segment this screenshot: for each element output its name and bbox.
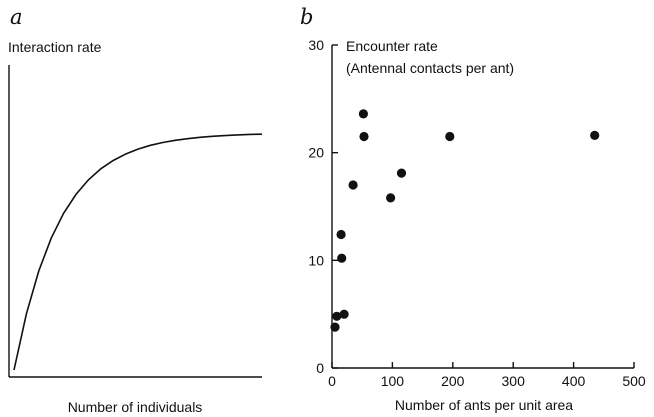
panel-b: b Encounter rate (Antennal contacts per … bbox=[300, 5, 646, 413]
y-tick-label: 30 bbox=[308, 37, 324, 53]
data-point bbox=[348, 180, 358, 190]
data-point bbox=[339, 309, 349, 319]
panel-b-y-axis-label-line1: Encounter rate bbox=[346, 38, 438, 54]
x-tick-label: 300 bbox=[502, 373, 526, 389]
x-tick-label: 100 bbox=[381, 373, 405, 389]
panel-a-y-axis-label: Interaction rate bbox=[8, 39, 102, 55]
panel-a-letter: a bbox=[10, 5, 23, 29]
x-tick-label: 0 bbox=[328, 373, 336, 389]
data-point bbox=[396, 168, 407, 178]
data-point bbox=[358, 109, 368, 119]
data-point bbox=[330, 322, 340, 332]
data-point bbox=[337, 253, 347, 263]
panel-b-points bbox=[330, 109, 600, 332]
data-point bbox=[332, 311, 342, 321]
x-tick-label: 500 bbox=[622, 373, 646, 389]
y-tick-label: 0 bbox=[316, 360, 324, 376]
y-tick-label: 10 bbox=[308, 252, 324, 268]
data-point bbox=[386, 193, 396, 203]
panel-b-letter: b bbox=[300, 5, 313, 29]
panel-b-x-axis-label: Number of ants per unit area bbox=[395, 397, 573, 413]
panel-a-saturating-curve bbox=[13, 133, 263, 371]
panel-b-ticks: 0 100 200 300 400 500 0 10 20 30 bbox=[308, 37, 645, 389]
x-tick-label: 200 bbox=[441, 373, 465, 389]
data-point bbox=[336, 229, 346, 240]
panel-a: a Interaction rate Number of individuals bbox=[8, 5, 263, 415]
panel-b-y-axis-label-line2: (Antennal contacts per ant) bbox=[346, 60, 514, 76]
panel-a-x-axis-label: Number of individuals bbox=[68, 399, 203, 415]
data-point bbox=[359, 131, 369, 142]
data-point bbox=[445, 131, 455, 142]
data-point bbox=[590, 130, 600, 140]
y-tick-label: 20 bbox=[308, 145, 324, 161]
x-tick-label: 400 bbox=[562, 373, 586, 389]
